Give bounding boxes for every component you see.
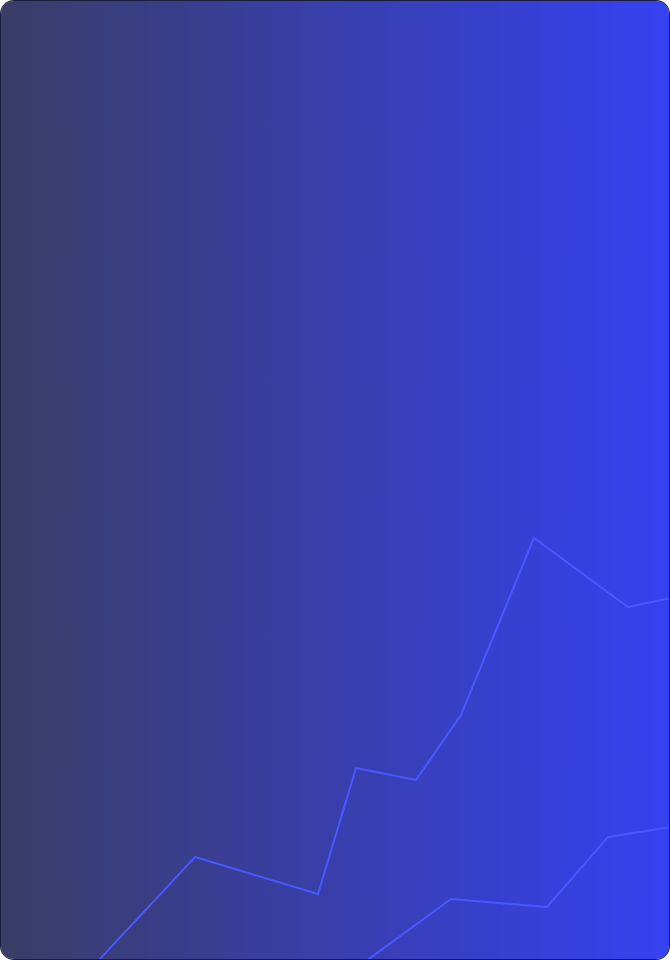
decorative-line-upper (98, 536, 669, 959)
decorative-line-lower (367, 826, 669, 959)
